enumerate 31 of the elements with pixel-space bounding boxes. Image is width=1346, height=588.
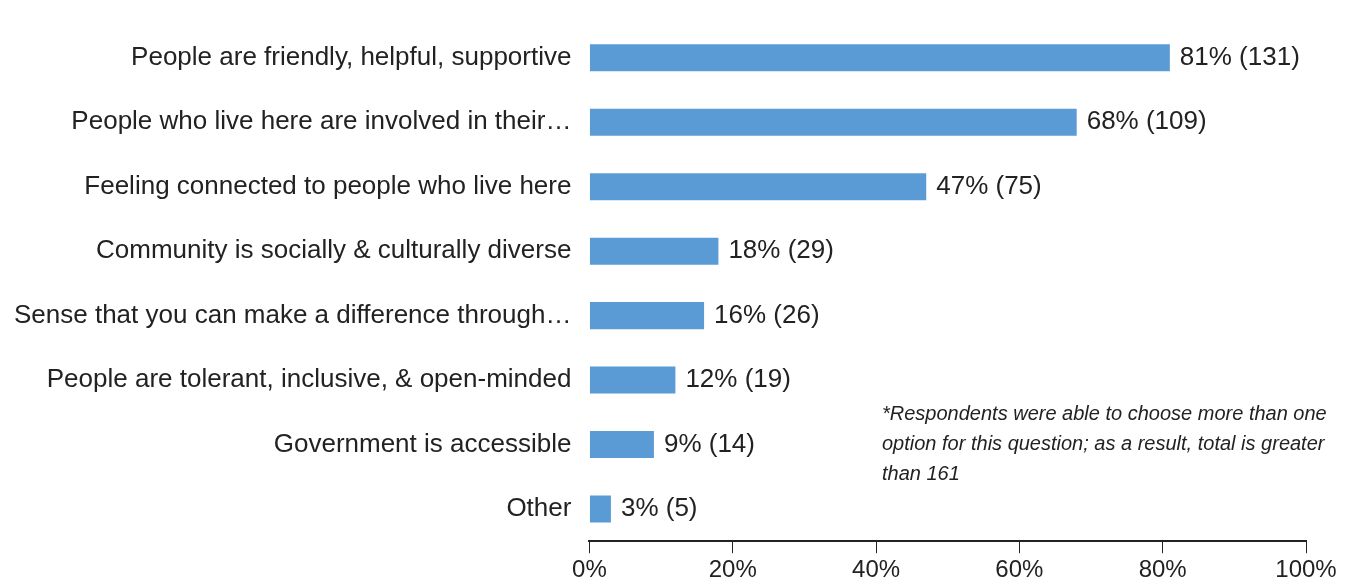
bar: [589, 430, 654, 459]
y-tick-label: Community is socially & culturally diverse: [96, 234, 572, 265]
y-tick-label: Feeling connected to people who live here: [84, 169, 572, 200]
y-tick-label: Sense that you can make a difference through…: [13, 298, 572, 329]
y-tick-label: Other: [506, 492, 572, 523]
data-label: 68% (109): [1086, 105, 1207, 136]
data-label: 81% (131): [1179, 41, 1300, 71]
y-tick-label: People who live here are involved in their…: [71, 105, 572, 136]
data-label: 3% (5): [620, 492, 698, 523]
annotation: *Respondents were able to choose more than one option for this question; as a result, total is greater than 161: [882, 401, 1327, 486]
bar: [589, 302, 705, 330]
bar: [589, 237, 719, 265]
x-tick-label: 80%: [1138, 555, 1187, 583]
bar: [589, 366, 676, 394]
data-label: 12% (19): [685, 363, 791, 394]
y-tick-label: People are friendly, helpful, supportive: [131, 41, 572, 71]
data-label: 18% (29): [728, 234, 834, 265]
bar: [589, 495, 611, 523]
bar: [589, 44, 1170, 72]
x-tick-label: 100%: [1275, 555, 1337, 583]
bar: [589, 173, 927, 201]
y-tick-label: People are tolerant, inclusive, & open-minded: [46, 363, 572, 394]
y-tick-label: Government is accessible: [273, 427, 572, 458]
x-tick-label: 0%: [572, 555, 607, 583]
x-tick-label: 20%: [708, 555, 757, 583]
bar: [589, 108, 1077, 136]
x-tick-label: 40%: [852, 555, 901, 583]
x-tick-label: 60%: [995, 555, 1044, 583]
data-label: 47% (75): [936, 169, 1042, 200]
data-label: 9% (14): [663, 427, 755, 458]
data-label: 16% (26): [714, 298, 820, 329]
